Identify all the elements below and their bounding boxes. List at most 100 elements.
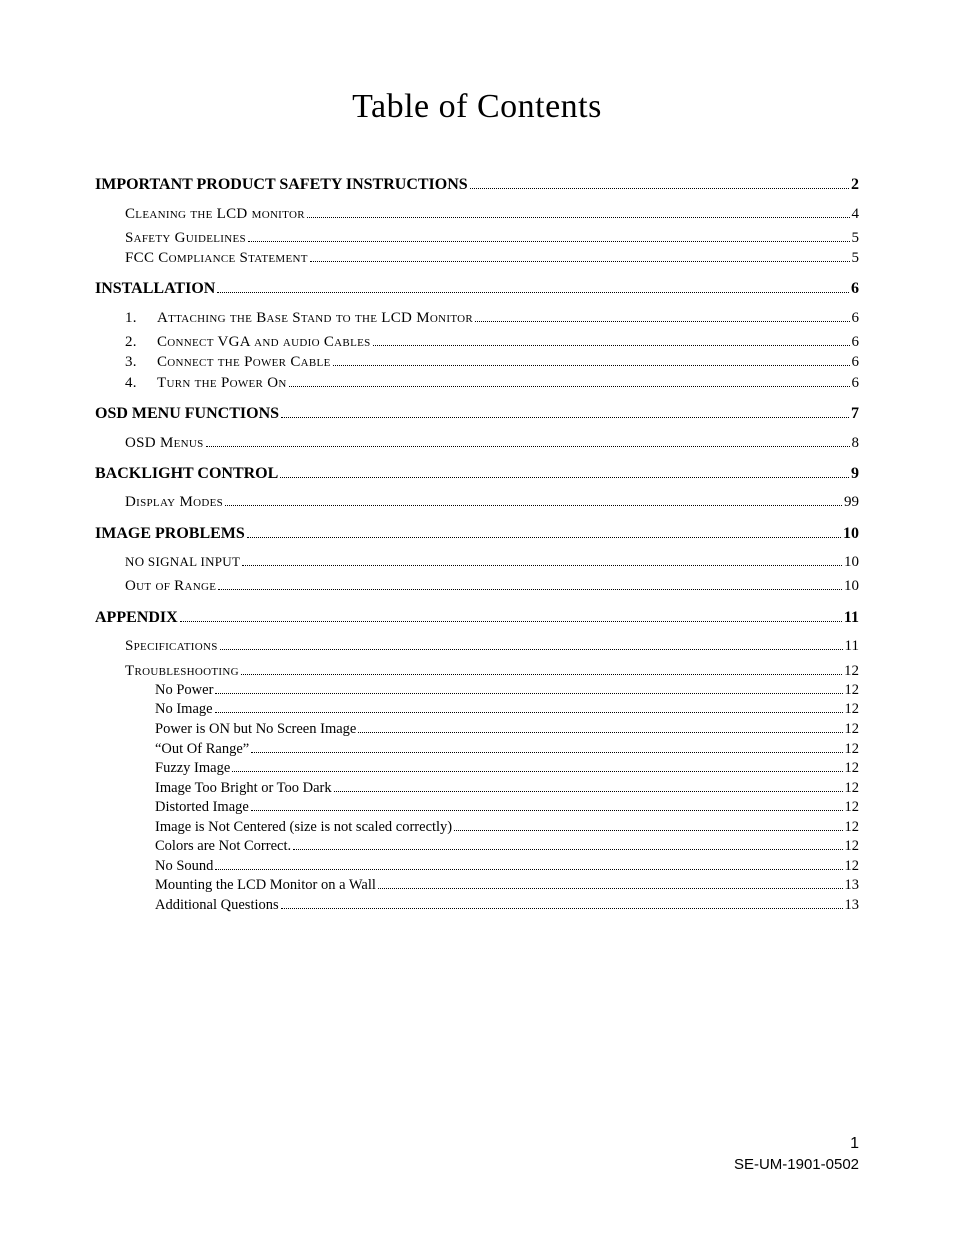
toc-entry-label: OSD Menus [125, 433, 204, 453]
toc-entry-label: BACKLIGHT CONTROL [95, 463, 278, 485]
toc-entry: Safety Guidelines 5 [95, 228, 859, 248]
toc-entry-label: no signal input [125, 553, 240, 571]
toc-entry: INSTALLATION 6 [95, 278, 859, 300]
toc-entry: Image is Not Centered (size is not scale… [95, 818, 859, 838]
toc-entry-label: Distorted Image [155, 798, 249, 818]
toc-leader [378, 880, 843, 889]
toc-entry: Cleaning the LCD monitor 4 [95, 204, 859, 224]
toc-leader [280, 469, 849, 478]
toc-leader [251, 744, 842, 753]
toc-entry-label: 3.Connect the Power Cable [125, 352, 331, 372]
toc-entry-page: 6 [852, 308, 860, 328]
toc-entry-label: Display Modes [125, 492, 223, 512]
toc-leader [307, 208, 850, 217]
toc-entry: 2.Connect VGA and audio Cables 6 [95, 332, 859, 352]
toc-entry: No Sound 12 [95, 857, 859, 877]
toc-entry-page: 6 [852, 373, 860, 393]
toc-entry-label: 1.Attaching the Base Stand to the LCD Mo… [125, 308, 473, 328]
toc-leader [334, 783, 843, 792]
toc-entry-label: Troubleshooting [125, 661, 239, 681]
toc-entry-label: No Power [155, 681, 213, 701]
toc-entry-label: No Image [155, 700, 213, 720]
toc-entry-page: 5 [852, 248, 860, 268]
toc-entry: Additional Questions 13 [95, 896, 859, 916]
toc-entry-page: 12 [845, 779, 860, 799]
toc-entry-label: 4.Turn the Power On [125, 373, 287, 393]
toc-entry: IMPORTANT PRODUCT SAFETY INSTRUCTIONS 2 [95, 174, 859, 196]
toc-entry-page: 6 [852, 332, 860, 352]
toc-leader [232, 763, 842, 772]
toc-entry-page: 10 [844, 576, 859, 596]
toc-leader [310, 253, 850, 262]
document-page: Table of Contents IMPORTANT PRODUCT SAFE… [0, 0, 954, 1235]
toc-entry-page: 10 [843, 523, 859, 545]
toc-entry: Fuzzy Image 12 [95, 759, 859, 779]
toc-entry-page: 12 [845, 837, 860, 857]
toc-entry-page: 4 [852, 204, 860, 224]
toc-entry: 4.Turn the Power On 6 [95, 373, 859, 393]
toc-leader [475, 313, 849, 322]
toc-entry-page: 11 [845, 636, 859, 656]
toc-entry: OSD MENU FUNCTIONS 7 [95, 403, 859, 425]
toc-entry-label: Cleaning the LCD monitor [125, 204, 305, 224]
toc-entry: IMAGE PROBLEMS 10 [95, 523, 859, 545]
toc-entry-label: Specifications [125, 636, 218, 656]
toc-leader [206, 437, 850, 446]
toc-entry: “Out Of Range” 12 [95, 740, 859, 760]
toc-entry: No Power 12 [95, 681, 859, 701]
toc-entry-page: 7 [851, 403, 859, 425]
toc-entry-page: 99 [844, 492, 859, 512]
toc-entry-label: Image is Not Centered (size is not scale… [155, 818, 452, 838]
page-title: Table of Contents [95, 88, 859, 126]
toc-entry: 1.Attaching the Base Stand to the LCD Mo… [95, 308, 859, 328]
toc-entry-page: 12 [845, 700, 860, 720]
toc-entry-page: 12 [844, 661, 859, 681]
toc-entry-label: Fuzzy Image [155, 759, 230, 779]
toc-entry-label: Colors are Not Correct. [155, 837, 291, 857]
toc-leader [217, 284, 849, 293]
page-footer: 1 SE-UM-1901-0502 [734, 1133, 859, 1175]
toc-entry-label: Image Too Bright or Too Dark [155, 779, 332, 799]
toc-entry-label: APPENDIX [95, 607, 178, 629]
toc-entry-label: INSTALLATION [95, 278, 215, 300]
footer-doc-code: SE-UM-1901-0502 [734, 1155, 859, 1175]
toc-entry: Troubleshooting 12 [95, 661, 859, 681]
toc-entry-number: 1. [125, 308, 157, 328]
toc-entry-label: Power is ON but No Screen Image [155, 720, 356, 740]
toc-leader [225, 497, 842, 506]
toc-entry: Display Modes 99 [95, 492, 859, 512]
toc-entry-page: 9 [851, 463, 859, 485]
toc-entry: Image Too Bright or Too Dark 12 [95, 779, 859, 799]
toc-entry-page: 12 [845, 857, 860, 877]
toc-entry-label: FCC Compliance Statement [125, 248, 308, 268]
toc-entry-page: 12 [845, 740, 860, 760]
toc-entry-page: 12 [845, 818, 860, 838]
toc-leader [289, 377, 850, 386]
toc-entry-page: 12 [845, 798, 860, 818]
toc-entry: OSD Menus 8 [95, 433, 859, 453]
toc-entry: 3.Connect the Power Cable 6 [95, 352, 859, 372]
table-of-contents: IMPORTANT PRODUCT SAFETY INSTRUCTIONS 2 C… [95, 174, 859, 916]
toc-entry-page: 6 [851, 278, 859, 300]
toc-leader [215, 685, 842, 694]
toc-leader [215, 704, 843, 713]
toc-entry-page: 2 [851, 174, 859, 196]
toc-entry-number: 4. [125, 373, 157, 393]
toc-leader [373, 337, 850, 346]
toc-leader [248, 233, 850, 242]
toc-leader [247, 528, 841, 537]
toc-leader [333, 357, 850, 366]
toc-entry-label: Mounting the LCD Monitor on a Wall [155, 876, 376, 896]
toc-entry: Out of Range 10 [95, 576, 859, 596]
toc-entry: Colors are Not Correct. 12 [95, 837, 859, 857]
toc-entry-number: 2. [125, 332, 157, 352]
toc-entry-page: 13 [845, 896, 860, 916]
toc-entry: BACKLIGHT CONTROL 9 [95, 463, 859, 485]
toc-entry: Mounting the LCD Monitor on a Wall 13 [95, 876, 859, 896]
toc-entry: no signal input 10 [95, 552, 859, 572]
toc-entry-label: IMPORTANT PRODUCT SAFETY INSTRUCTIONS [95, 174, 468, 196]
toc-leader [281, 409, 849, 418]
toc-entry-page: 11 [844, 607, 859, 629]
toc-entry: No Image 12 [95, 700, 859, 720]
toc-leader [218, 581, 842, 590]
